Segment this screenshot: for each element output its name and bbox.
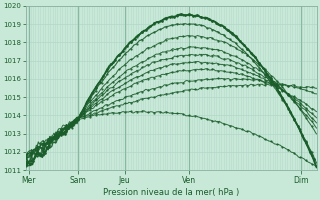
X-axis label: Pression niveau de la mer( hPa ): Pression niveau de la mer( hPa ) — [103, 188, 239, 197]
